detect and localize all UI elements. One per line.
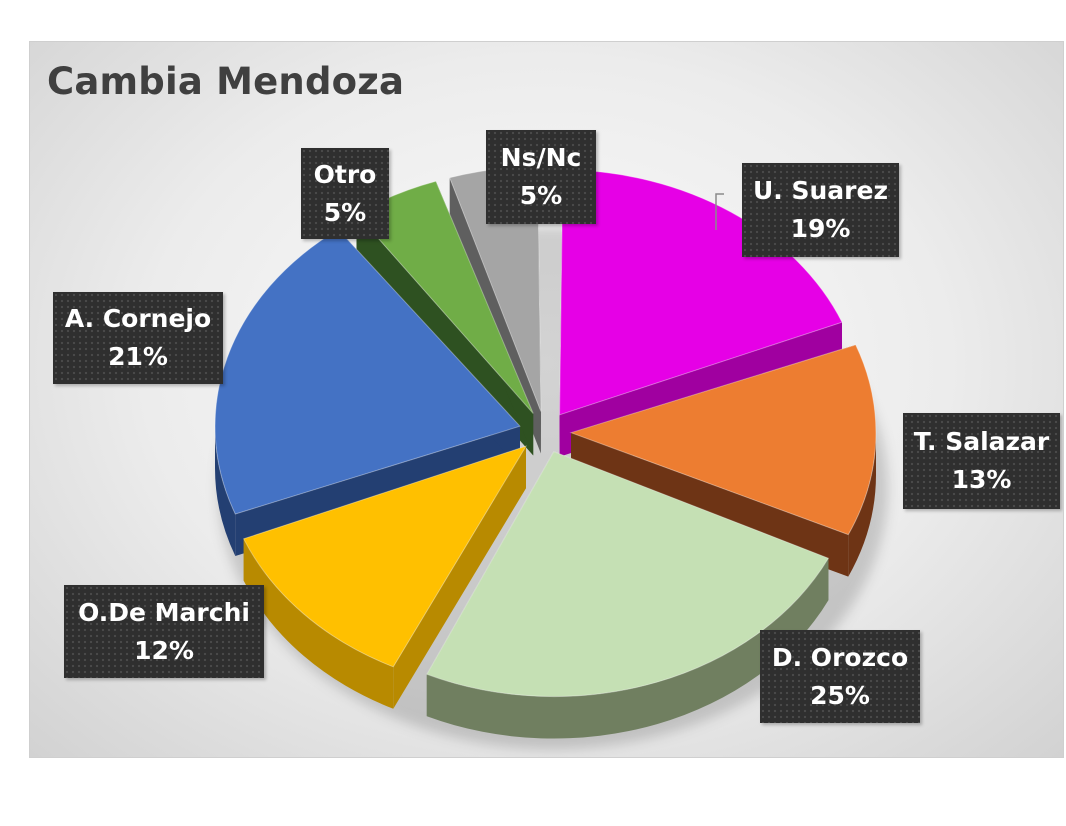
slice-label-demarchi: O.De Marchi 12%	[64, 585, 264, 678]
slice-label-otro-value: 5%	[323, 197, 367, 227]
slice-label-cornejo-value: 21%	[108, 342, 168, 371]
slice-label-salazar-value: 13%	[951, 465, 1012, 494]
slice-label-orozco: D. Orozco 25%	[760, 630, 920, 723]
slice-label-salazar-name: T. Salazar	[913, 427, 1050, 456]
slice-label-nsnc-name: Ns/Nc	[500, 143, 582, 172]
slice-label-nsnc-value: 5%	[519, 181, 563, 210]
chart-title: Cambia Mendoza	[47, 60, 405, 103]
slice-label-demarchi-value: 12%	[134, 635, 194, 665]
chart-area: Cambia Mendoza U. Suarez 19% T. Salazar …	[29, 41, 1064, 758]
slice-label-salazar: T. Salazar 13%	[903, 413, 1060, 509]
slice-label-otro-name: Otro	[313, 159, 377, 189]
slice-label-suarez-name: U. Suarez	[752, 176, 888, 205]
slice-label-cornejo: A. Cornejo 21%	[53, 292, 223, 384]
pie-chart	[214, 165, 888, 749]
slice-label-suarez-value: 19%	[790, 214, 851, 243]
slice-label-cornejo-name: A. Cornejo	[64, 304, 212, 333]
slice-label-orozco-name: D. Orozco	[771, 642, 909, 672]
slice-label-nsnc: Ns/Nc 5%	[486, 130, 596, 224]
slice-label-otro: Otro 5%	[301, 148, 389, 239]
slice-label-orozco-value: 25%	[810, 680, 870, 710]
pie-slice-a-cornejo	[214, 228, 521, 515]
pie-slice-o-de-marchi	[242, 445, 528, 668]
pie-slice-t-salazar	[569, 344, 877, 536]
pie-slice-u-suarez	[559, 169, 843, 416]
slice-label-suarez: U. Suarez 19%	[742, 163, 899, 257]
leader-line-suarez	[715, 193, 724, 230]
slice-label-demarchi-name: O.De Marchi	[78, 597, 250, 627]
pie-slice-d-orozco	[426, 450, 830, 698]
